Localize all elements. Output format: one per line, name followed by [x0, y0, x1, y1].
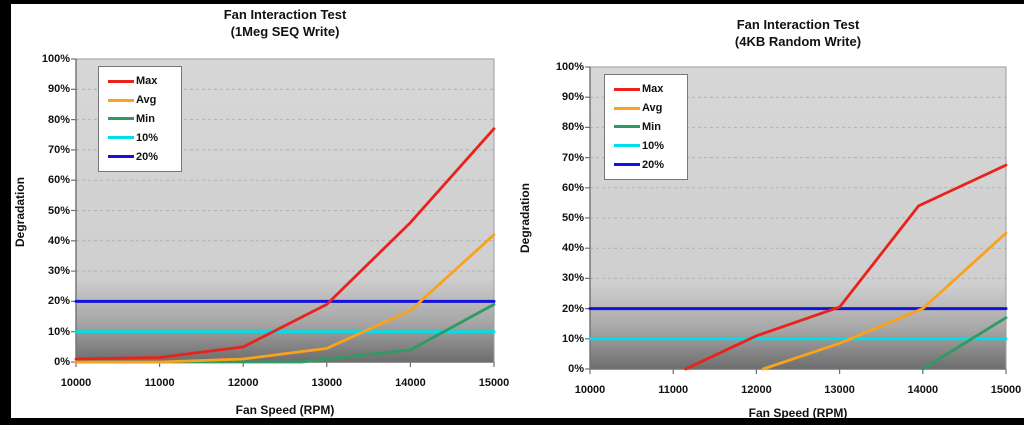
legend-line-sample [108, 136, 134, 140]
x-tick-label: 12000 [741, 384, 772, 396]
legend-label: 10% [642, 139, 665, 152]
legend-entry: 10% [108, 132, 177, 144]
series-line-max [74, 127, 496, 361]
x-tick-label: 12000 [227, 377, 259, 389]
legend-entry: 20% [614, 159, 683, 171]
legend-label: Max [136, 75, 158, 88]
y-tick-label: 50% [561, 212, 584, 224]
y-tick-label: 50% [47, 204, 70, 217]
y-tick-label: 90% [47, 83, 70, 96]
y-tick-label: 70% [47, 143, 70, 156]
chart-title-line1: Fan Interaction Test [736, 17, 860, 32]
legend-line-sample [108, 117, 134, 121]
legend-line-sample [614, 87, 640, 91]
legend-line-sample [108, 98, 134, 102]
x-tick-label: 11000 [658, 384, 689, 396]
y-tick-label: 0% [568, 363, 584, 375]
x-tick-label: 10000 [574, 384, 606, 396]
legend-label: 20% [642, 158, 665, 171]
legend-label: Min [136, 112, 155, 125]
chart-title-line1: Fan Interaction Test [223, 7, 347, 22]
y-tick-label: 20% [561, 302, 584, 315]
legend-entry: Max [614, 83, 683, 95]
y-tick-label: 30% [47, 265, 70, 278]
legend-label: 10% [136, 131, 159, 144]
chart-1meg-seq-write: Fan Interaction Test (1Meg SEQ Write) Fa… [13, 6, 509, 417]
chart-title-line2: (1Meg SEQ Write) [230, 24, 340, 39]
series-line-avg [761, 231, 1008, 371]
legend-entry: Max [108, 75, 177, 87]
legend-entry: Min [614, 121, 683, 133]
y-tick-label: 40% [47, 234, 70, 247]
y-tick-label: 100% [555, 61, 584, 73]
chart-title: Fan Interaction Test (4KB Random Write) [590, 16, 1006, 50]
plot-svg [585, 66, 1008, 374]
x-tick-label: 11000 [144, 377, 175, 389]
y-tick-label: 60% [561, 181, 584, 194]
y-tick-label: 80% [561, 121, 584, 134]
legend-line-sample [614, 106, 640, 110]
legend-entry: Avg [108, 94, 177, 106]
y-tick-label: 10% [47, 325, 70, 338]
legend: Max Avg Min 10% 20% [604, 74, 688, 180]
series-line-max [684, 163, 1008, 371]
legend-entry: 10% [614, 140, 683, 152]
legend-label: Max [642, 83, 664, 96]
x-axis-title: Fan Speed (RPM) [235, 403, 335, 417]
legend-line-sample [614, 163, 640, 167]
chart-title: Fan Interaction Test (1Meg SEQ Write) [76, 6, 494, 40]
series-line-min [921, 316, 1008, 371]
legend: Max Avg Min 10% 20% [98, 66, 182, 172]
x-tick-label: 14000 [907, 384, 939, 396]
legend-line-sample [614, 125, 640, 129]
legend-line-sample [108, 79, 134, 83]
series-line-avg [74, 233, 496, 364]
y-axis-title: Degradation [518, 183, 532, 254]
x-tick-label: 10000 [60, 377, 92, 389]
x-axis-title: Fan Speed (RPM) [748, 406, 848, 420]
legend-label: 20% [136, 150, 159, 163]
chart-title-line2: (4KB Random Write) [734, 34, 862, 49]
y-tick-label: 80% [47, 113, 70, 126]
y-tick-label: 70% [561, 151, 584, 164]
legend-entry: Min [108, 113, 177, 125]
legend-label: Avg [136, 94, 157, 107]
x-tick-label: 13000 [824, 384, 855, 396]
black-border-bottom [0, 418, 1024, 425]
y-tick-label: 100% [41, 53, 70, 65]
y-tick-label: 30% [561, 272, 584, 285]
black-border-top [0, 0, 1024, 4]
y-tick-label: 0% [54, 356, 70, 368]
y-tick-label: 60% [47, 174, 70, 187]
y-tick-label: 10% [561, 332, 584, 345]
legend-entry: 20% [108, 151, 177, 163]
x-tick-label: 13000 [311, 377, 343, 389]
chart-4kb-random-write: Fan Interaction Test (4KB Random Write) … [512, 0, 1024, 425]
legend-line-sample [108, 155, 134, 159]
series-line-min [74, 302, 496, 364]
x-tick-label: 14000 [395, 377, 426, 389]
x-tick-label: 15000 [478, 377, 510, 389]
black-border-left [0, 0, 11, 425]
y-tick-label: 20% [47, 295, 70, 308]
legend-label: Min [642, 120, 661, 133]
plot-svg [71, 58, 496, 367]
legend-label: Avg [642, 102, 663, 115]
y-tick-label: 40% [561, 242, 584, 255]
x-tick-label: 15000 [990, 384, 1022, 396]
y-tick-label: 90% [561, 91, 584, 104]
legend-entry: Avg [614, 102, 683, 114]
legend-line-sample [614, 144, 640, 148]
